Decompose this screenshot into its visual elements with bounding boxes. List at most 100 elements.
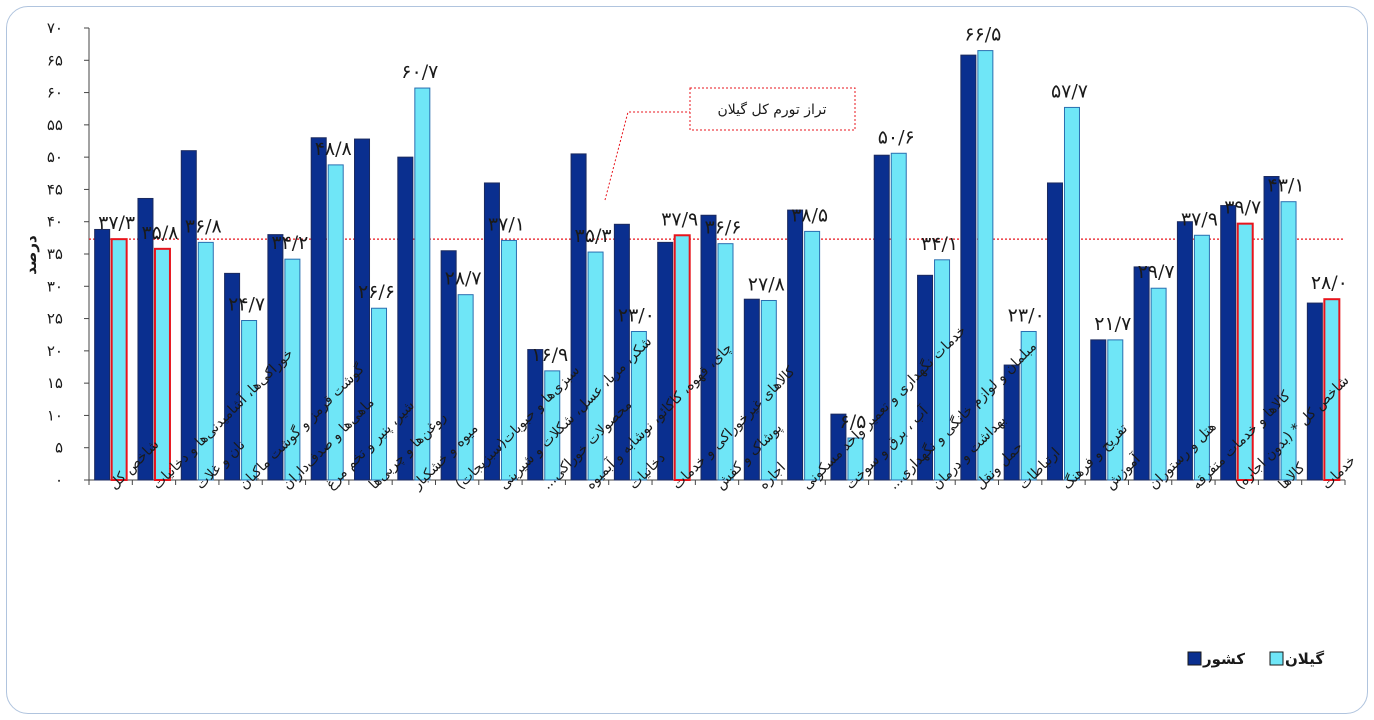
bar-country: [1220, 205, 1237, 481]
bar-country: [613, 223, 630, 481]
data-label: ۲۸/۰: [1311, 272, 1348, 294]
bar-country: [1263, 176, 1280, 481]
bar-country: [1176, 221, 1193, 481]
data-label: ۳۸/۵: [791, 204, 828, 226]
bar-gilan: [1280, 201, 1297, 481]
y-tick-label: ۴۰: [47, 213, 63, 231]
bar-gilan: [977, 50, 994, 481]
bar-gilan: [284, 258, 301, 481]
bar-gilan: [457, 294, 474, 481]
legend-label-gilan: گیلان: [1285, 650, 1324, 668]
bar-country: [917, 274, 934, 481]
data-label: ۳۶/۶: [704, 217, 741, 239]
data-label: ۳۷/۹: [1181, 208, 1218, 230]
bar-gilan: [500, 239, 517, 481]
bar-country: [657, 241, 674, 481]
data-label: ۵۷/۷: [1051, 80, 1088, 102]
bar-country: [830, 413, 847, 481]
data-label: ۳۴/۱: [921, 233, 958, 255]
bar-country: [137, 197, 154, 481]
bar-country: [94, 228, 111, 481]
y-tick-label: ۶۵: [47, 51, 63, 69]
data-label: ۵۰/۶: [878, 126, 915, 148]
bar-gilan: [1323, 298, 1341, 482]
bar-gilan: [1236, 222, 1254, 481]
y-tick-label: ۶۰: [47, 84, 63, 102]
y-tick-label: ۷۰: [47, 19, 63, 37]
bar-gilan: [153, 247, 171, 481]
data-label: ۴۸/۸: [315, 138, 352, 160]
legend-label-country: کشور: [1202, 650, 1245, 668]
reference-callout-label: تراز تورم کل گیلان: [718, 101, 827, 118]
category-label: کالاها: [1276, 460, 1309, 493]
y-axis-label: درصد: [22, 235, 40, 275]
y-tick-label: ۵: [55, 439, 63, 457]
bar-country: [1306, 302, 1323, 481]
bar-gilan: [934, 259, 951, 481]
bar-country: [1046, 182, 1063, 481]
bar-country: [397, 156, 414, 481]
data-label: ۶۶/۵: [964, 24, 1001, 46]
bar-gilan: [890, 152, 907, 481]
bar-gilan: [1020, 330, 1037, 481]
y-tick-label: ۲۰: [47, 342, 63, 360]
bar-country: [1090, 339, 1107, 481]
bar-country: [700, 214, 717, 481]
bar-gilan: [760, 299, 777, 481]
bar-country: [224, 272, 241, 481]
data-label: ۲۷/۸: [748, 273, 785, 295]
data-label: ۳۵/۳: [575, 225, 612, 247]
bar-country: [483, 182, 500, 481]
bar-gilan: [587, 251, 604, 481]
bar-gilan: [197, 241, 214, 481]
bar-gilan: [847, 437, 864, 481]
data-label: ۳۷/۳: [98, 212, 135, 234]
category-label: اجاره: [756, 460, 789, 493]
data-label: ۳۶/۸: [185, 215, 222, 237]
bar-gilan: [371, 307, 388, 481]
y-tick-label: ۴۵: [47, 180, 63, 198]
legend: کشور گیلان: [1187, 650, 1324, 668]
legend-swatch-country: [1187, 651, 1202, 666]
data-label: ۳۹/۷: [1224, 197, 1261, 219]
y-tick-label: ۳۵: [47, 245, 63, 263]
data-label: ۳۷/۹: [661, 208, 698, 230]
bar-country: [787, 209, 804, 481]
bar-country: [527, 349, 544, 481]
data-label: ۲۱/۷: [1094, 313, 1131, 335]
data-label: ۳۷/۱: [488, 213, 525, 235]
data-label: ۱۶/۹: [531, 344, 568, 366]
bar-gilan: [414, 87, 431, 481]
bar-country: [310, 137, 327, 481]
bar-gilan: [327, 164, 344, 481]
bar-gilan: [1107, 339, 1124, 481]
bar-country: [570, 153, 587, 481]
data-label: ۲۳/۰: [1008, 304, 1045, 326]
bar-country: [1003, 364, 1020, 481]
bar-gilan: [1150, 287, 1167, 481]
bar-gilan: [673, 234, 691, 481]
data-label: ۶/۵: [840, 411, 867, 433]
reference-callout-box: [689, 87, 856, 131]
bar-country: [267, 234, 284, 481]
data-label: ۲۳/۰: [618, 304, 655, 326]
bar-country: [180, 150, 197, 481]
data-label: ۳۴/۲: [271, 232, 308, 254]
y-tick-label: ۳۰: [47, 277, 63, 295]
bar-country: [873, 154, 890, 481]
data-label: ۳۵/۸: [141, 222, 178, 244]
data-label: ۲۸/۷: [445, 268, 482, 290]
y-tick-label: ۱۰: [47, 406, 63, 424]
bar-country: [440, 250, 457, 481]
bar-gilan: [110, 238, 128, 481]
legend-swatch-gilan: [1269, 651, 1284, 666]
data-label: ۲۶/۶: [358, 281, 395, 303]
y-tick-label: ۱۵: [47, 374, 63, 392]
bar-country: [960, 54, 977, 481]
bar-gilan: [804, 230, 821, 481]
reference-callout-leader: [604, 111, 690, 201]
y-tick-label: ۲۵: [47, 310, 63, 328]
data-label: ۴۳/۱: [1268, 175, 1305, 197]
y-tick-label: ۰: [55, 471, 63, 489]
